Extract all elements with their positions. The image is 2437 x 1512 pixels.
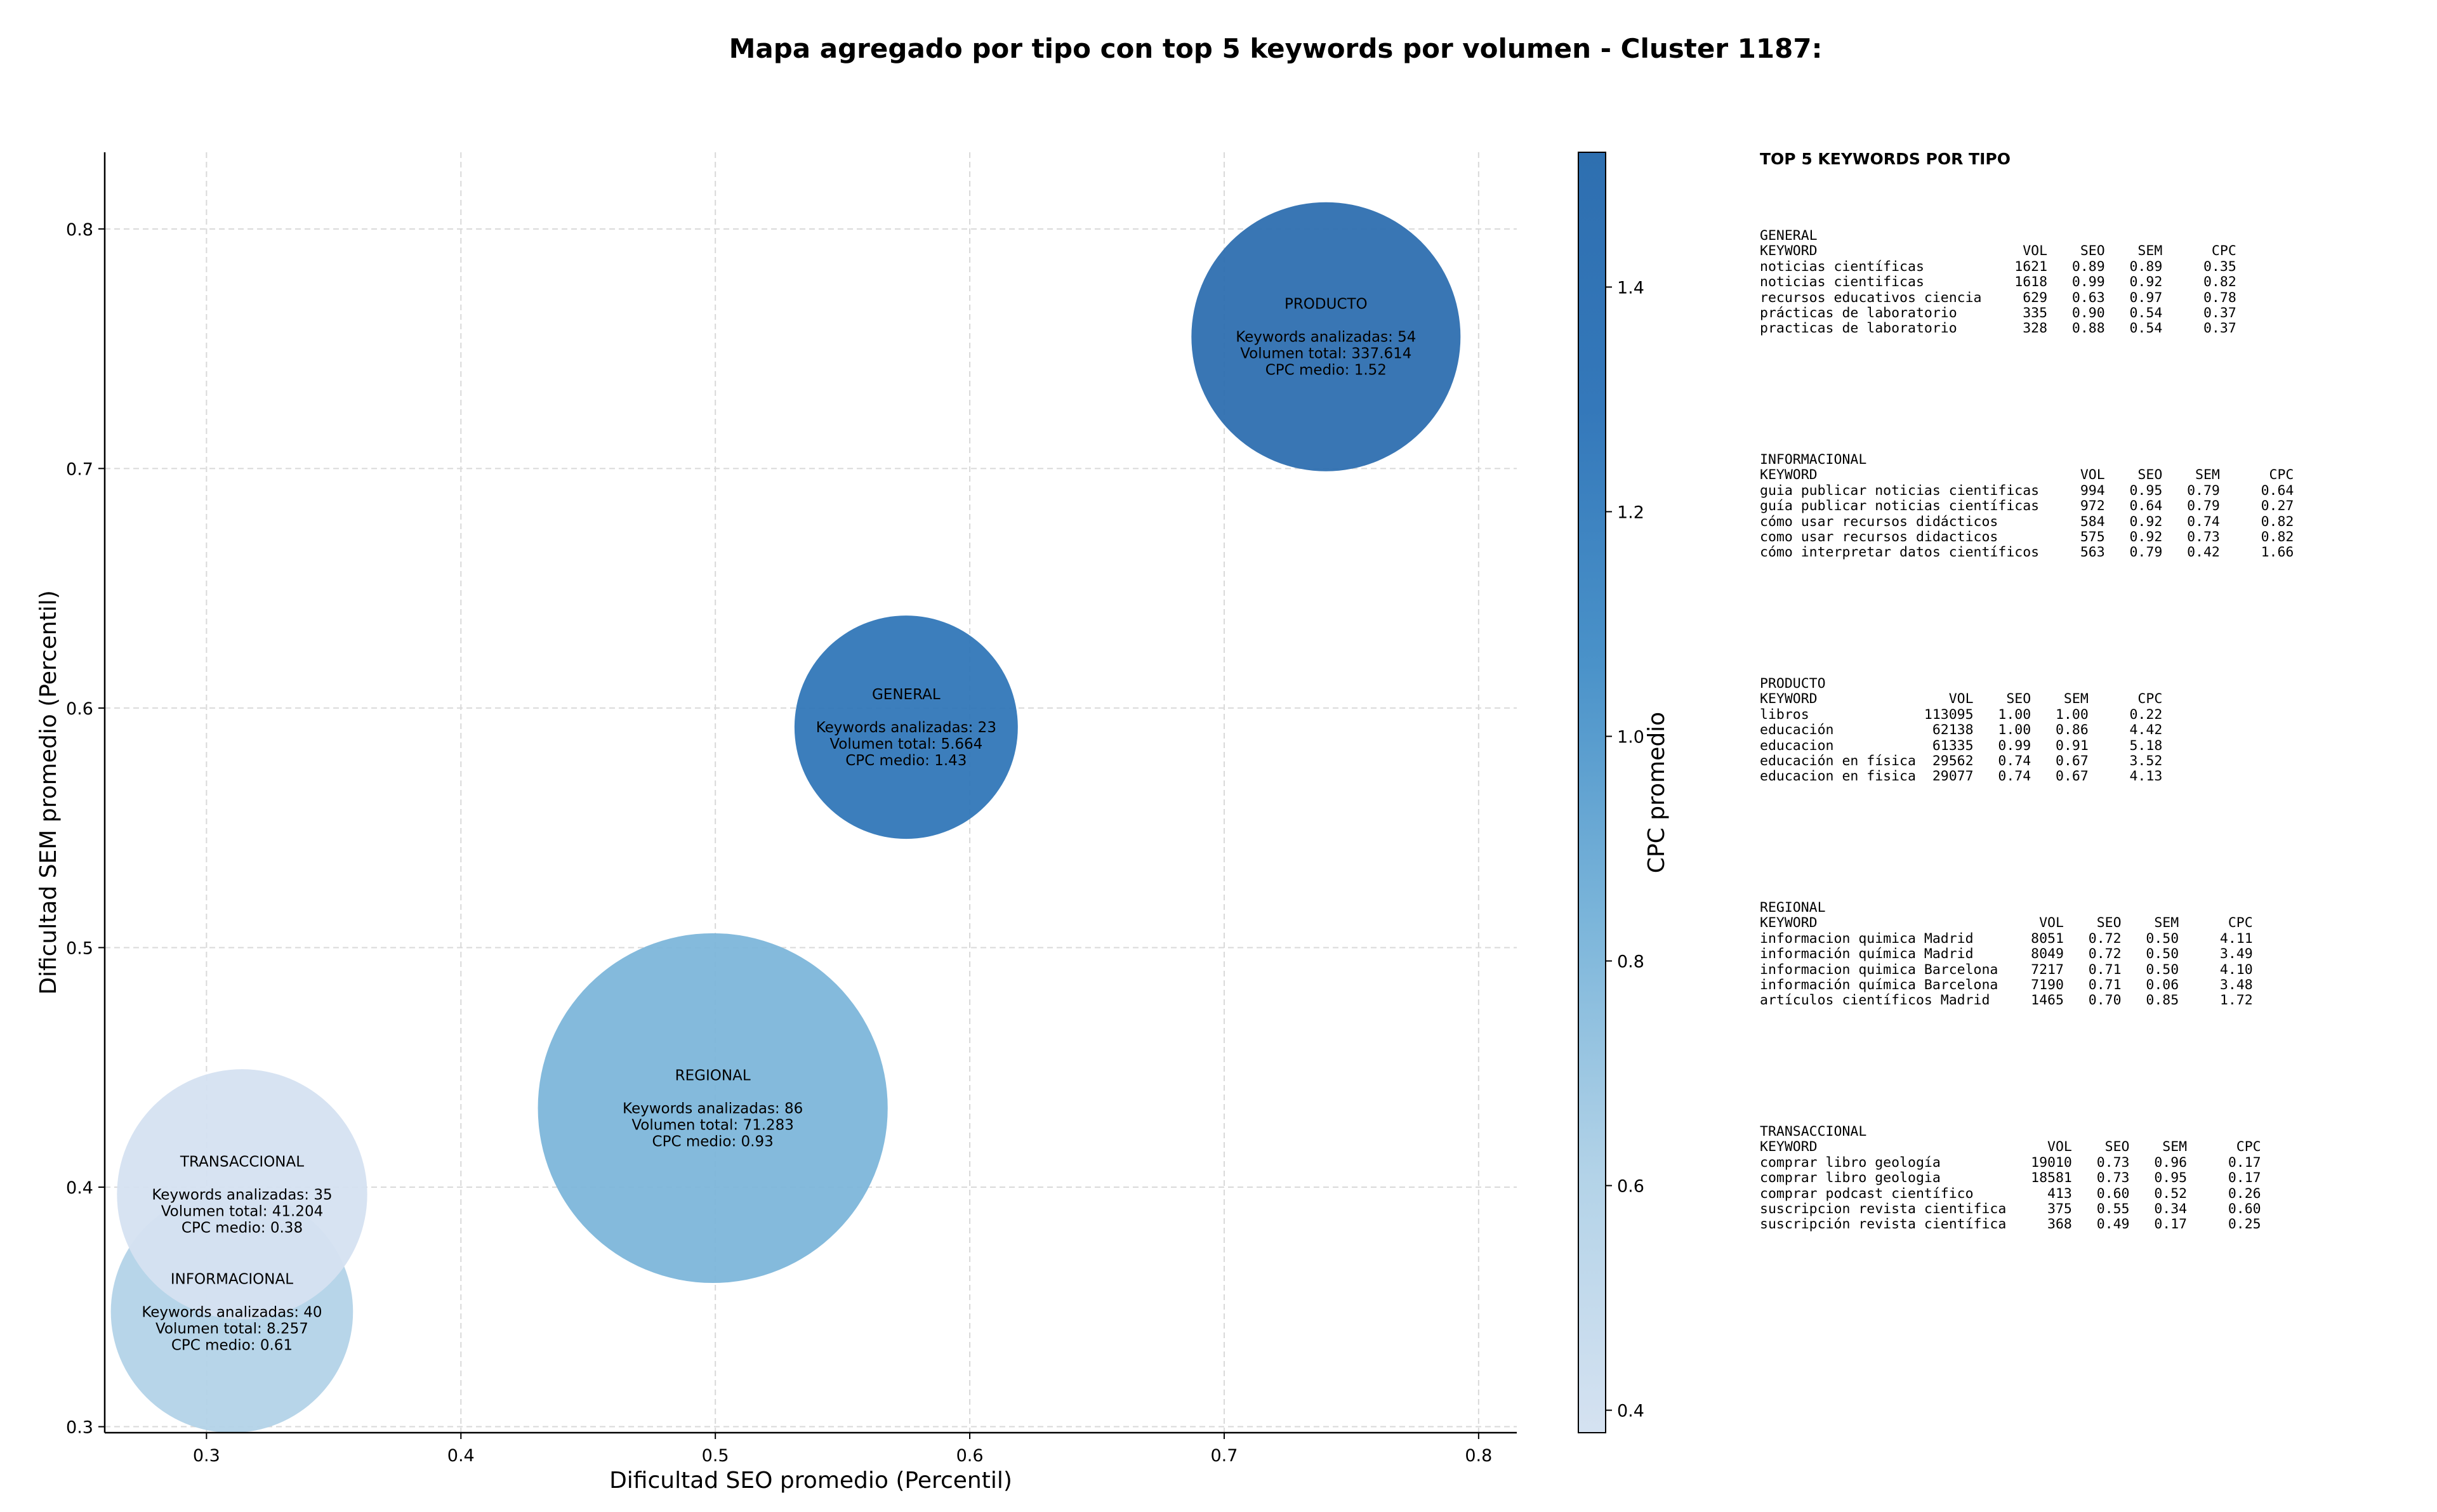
keyword-row: comprar podcast científico 413 0.60 0.52… [1760,1185,2261,1202]
keyword-row: comprar libro geologia 18581 0.73 0.95 0… [1760,1170,2261,1187]
bubble-name: INFORMACIONAL [171,1271,293,1287]
bubble-keywords-count: Keywords analizadas: 40 [142,1304,322,1320]
colorbar: 0.4 0.6 0.8 1.0 1.2 1.4 CPC promedio [1578,152,1670,1433]
x-tick-label: 0.4 [447,1446,475,1466]
y-tick-label: 0.6 [66,699,93,719]
keyword-row: educación en física 29562 0.74 0.67 3.52 [1760,753,2163,769]
keyword-table-header: KEYWORD VOL SEO SEM CPC [1760,915,2253,931]
y-tick-label: 0.5 [66,938,93,958]
colorbar-tick-label: 1.2 [1617,503,1644,522]
keyword-section-general: GENERAL KEYWORD VOL SEO SEM CPC noticias c… [1760,228,2420,337]
bubble-volume: Volumen total: 71.283 [631,1117,794,1133]
bubble-name: PRODUCTO [1285,296,1368,313]
keyword-row: cómo interpretar datos científicos 563 0… [1760,544,2294,561]
keyword-row: libros 113095 1.00 1.00 0.22 [1760,706,2163,723]
keyword-row: comprar libro geología 19010 0.73 0.96 0… [1760,1154,2261,1171]
bubble-cpc: CPC medio: 0.38 [182,1219,303,1236]
keyword-row: suscripción revista científica 368 0.49 … [1760,1216,2261,1233]
bubble-volume: Volumen total: 8.257 [155,1320,308,1337]
keyword-section-title: GENERAL [1760,228,1818,244]
keyword-table-header: KEYWORD VOL SEO SEM CPC [1760,1139,2261,1155]
bubble-layer [110,202,1461,1433]
y-tick-label: 0.8 [66,220,93,240]
y-tick-label: 0.7 [66,459,93,479]
bubble-volume: Volumen total: 41.204 [161,1203,324,1219]
keyword-row: educación 62138 1.00 0.86 4.42 [1760,722,2163,739]
keyword-row: informacion quimica Barcelona 7217 0.71 … [1760,961,2253,978]
keyword-table-header: KEYWORD VOL SEO SEM CPC [1760,691,2163,707]
colorbar-tick-label: 0.6 [1617,1177,1644,1197]
bubble-name: GENERAL [872,687,941,703]
bubble-cpc: CPC medio: 0.93 [652,1133,774,1150]
top-keywords-title: TOP 5 KEYWORDS POR TIPO [1760,150,2011,168]
colorbar-gradient [1578,152,1606,1433]
chart-title: Mapa agregado por tipo con top 5 keyword… [729,33,1823,64]
keyword-section-title: TRANSACCIONAL [1760,1124,1867,1140]
bubble-name: REGIONAL [675,1067,751,1084]
keyword-row: educacion 61335 0.99 0.91 5.18 [1760,737,2163,754]
keyword-row: como usar recursos didacticos 575 0.92 0… [1760,529,2294,545]
x-tick-label: 0.3 [193,1446,220,1466]
bubble-cpc: CPC medio: 1.52 [1265,362,1387,379]
keyword-section-title: INFORMACIONAL [1760,452,1867,468]
y-tick-label: 0.4 [66,1178,93,1198]
keyword-row: artículos científicos Madrid 1465 0.70 0… [1760,992,2253,1009]
bubble-keywords-count: Keywords analizadas: 54 [1236,329,1416,346]
axes: 0.3 0.4 0.5 0.6 0.7 0.8 0.3 0.4 0.5 0.6 0.7 0.8 Difi… [36,152,1517,1494]
keyword-row: informacion quimica Madrid 8051 0.72 0.5… [1760,930,2253,947]
keyword-row: guia publicar noticias cientificas 994 0… [1760,482,2294,499]
keyword-section-producto: PRODUCTO KEYWORD VOL SEO SEM CPC libros 11… [1760,676,2420,785]
keyword-row: suscripcion revista cientifica 375 0.55 … [1760,1200,2261,1217]
bubble-transaccional[interactable] [117,1069,367,1320]
bubble-cpc: CPC medio: 1.43 [845,753,967,769]
bubble-keywords-count: Keywords analizadas: 35 [152,1187,332,1203]
keyword-row: noticias cientificas 1618 0.99 0.92 0.82 [1760,274,2236,291]
keyword-row: información química Barcelona 7190 0.71 … [1760,976,2253,993]
colorbar-tick-label: 1.4 [1617,278,1644,298]
keyword-row: prácticas de laboratorio 335 0.90 0.54 0… [1760,305,2236,321]
bubble-producto[interactable] [1191,202,1461,471]
y-tick-label: 0.3 [66,1418,93,1438]
bubble-name: TRANSACCIONAL [180,1154,304,1170]
keyword-section-informacional: INFORMACIONAL KEYWORD VOL SEO SEM CPC guia… [1760,452,2420,561]
colorbar-tick-label: 1.0 [1617,727,1644,747]
keyword-section-title: PRODUCTO [1760,676,1826,692]
bubble-cpc: CPC medio: 0.61 [171,1337,293,1353]
bubble-volume: Volumen total: 5.664 [829,736,982,753]
keyword-row: información química Madrid 8049 0.72 0.5… [1760,946,2253,963]
keyword-section-title: REGIONAL [1760,900,1826,916]
x-tick-label: 0.7 [1210,1446,1238,1466]
colorbar-tick-label: 0.4 [1617,1402,1644,1421]
keyword-row: guía publicar noticias científicas 972 0… [1760,498,2294,515]
colorbar-tick-label: 0.8 [1617,952,1644,972]
keyword-row: recursos educativos ciencia 629 0.63 0.9… [1760,289,2236,306]
keyword-table-header: KEYWORD VOL SEO SEM CPC [1760,243,2236,260]
keyword-row: noticias científicas 1621 0.89 0.89 0.35 [1760,258,2236,275]
bubble-volume: Volumen total: 337.614 [1240,346,1411,362]
bubble-keywords-count: Keywords analizadas: 86 [623,1100,803,1117]
x-tick-label: 0.5 [702,1446,729,1466]
y-axis-label: Dificultad SEM promedio (Percentil) [36,590,62,995]
bubble-keywords-count: Keywords analizadas: 23 [816,720,996,736]
x-tick-label: 0.8 [1465,1446,1492,1466]
x-axis-label: Dificultad SEO promedio (Percentil) [609,1468,1012,1494]
bubble-regional[interactable] [538,933,888,1284]
colorbar-label: CPC promedio [1644,712,1670,873]
keyword-row: cómo usar recursos didácticos 584 0.92 0… [1760,513,2294,530]
keyword-row: practicas de laboratorio 328 0.88 0.54 0… [1760,320,2236,337]
keyword-row: educacion en fisica 29077 0.74 0.67 4.13 [1760,768,2163,785]
x-tick-label: 0.6 [956,1446,984,1466]
bubble-chart: 0.3 0.4 0.5 0.6 0.7 0.8 0.3 0.4 0.5 0.6 0.7 0.8 Difi… [36,152,1670,1494]
bubble-general[interactable] [794,615,1018,839]
keyword-section-regional: REGIONAL KEYWORD VOL SEO SEM CPC informaci… [1760,900,2420,1009]
top-keywords-panel: TOP 5 KEYWORDS POR TIPO GENERAL KEYWORD V… [1760,150,2420,1232]
keyword-section-transaccional: TRANSACCIONAL KEYWORD VOL SEO SEM CPC comp… [1760,1124,2420,1233]
keyword-table-header: KEYWORD VOL SEO SEM CPC [1760,467,2294,483]
